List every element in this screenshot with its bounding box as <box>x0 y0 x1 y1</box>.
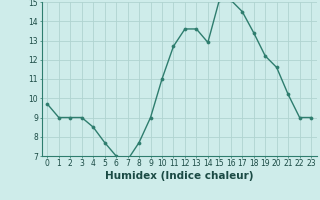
X-axis label: Humidex (Indice chaleur): Humidex (Indice chaleur) <box>105 171 253 181</box>
